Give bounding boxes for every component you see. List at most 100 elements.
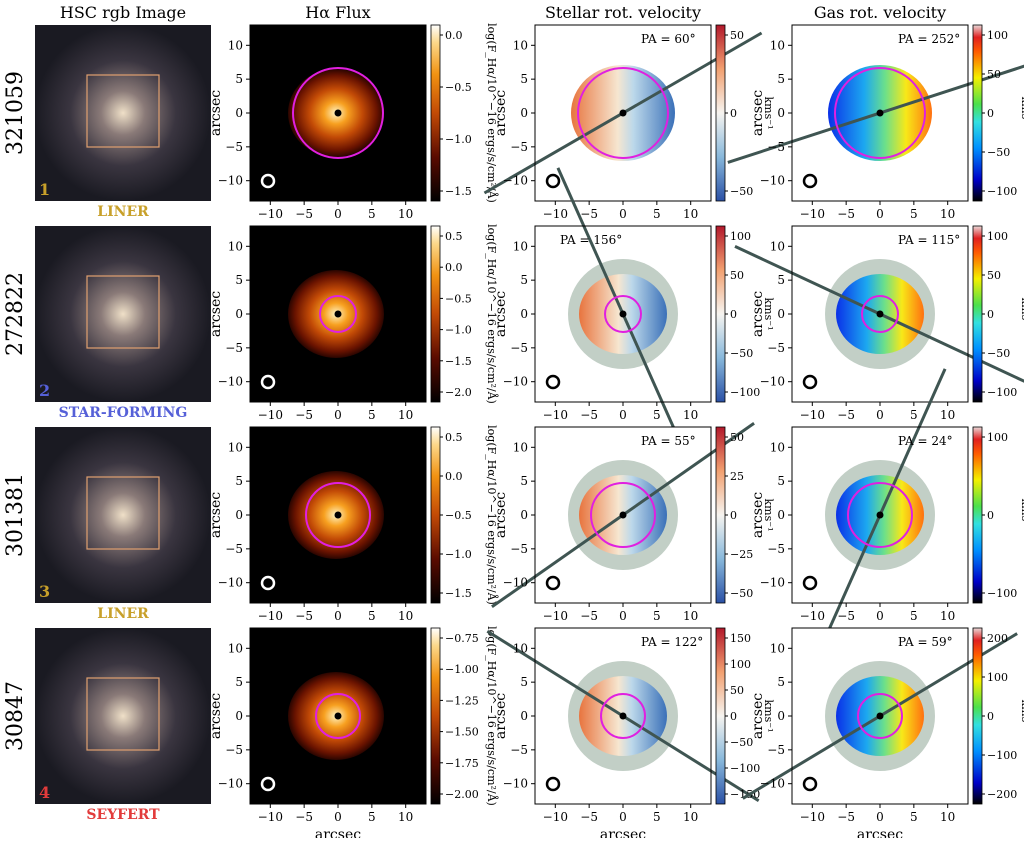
colorbar-tick-label: 50 bbox=[730, 431, 744, 444]
flux-panel: 10 5 0 −5 −10 −10 −5 0 5 10 arcsec 0.5 0.0 −0.5 −1.0 −1… bbox=[208, 224, 499, 422]
galaxy-number: 3 bbox=[39, 582, 50, 601]
psf-marker bbox=[802, 575, 818, 591]
colorbar-tick-label: 50 bbox=[987, 68, 1001, 81]
colorbar-tick-label: 50 bbox=[730, 29, 744, 42]
y-tick-label: 5 bbox=[235, 273, 243, 287]
colorbar bbox=[715, 426, 726, 604]
psf-marker bbox=[545, 776, 561, 792]
x-tick-label: 10 bbox=[940, 408, 955, 422]
x-tick-label: −10 bbox=[800, 609, 825, 623]
colorbar-tick-label: −0.5 bbox=[445, 292, 472, 305]
colorbar-tick-label: −1.5 bbox=[445, 185, 472, 198]
y-tick-label: 5 bbox=[235, 675, 243, 689]
x-tick-label: −10 bbox=[258, 810, 283, 824]
colorbar-tick-label: −100 bbox=[987, 386, 1017, 399]
center-marker bbox=[334, 511, 342, 519]
y-tick-label: −5 bbox=[767, 341, 785, 355]
psf-marker bbox=[260, 374, 276, 390]
classification-label: SEYFERT bbox=[86, 807, 160, 823]
colorbar-tick-label: 0.5 bbox=[445, 230, 463, 243]
colorbar bbox=[972, 627, 983, 805]
colorbar-tick-label: 0 bbox=[730, 710, 737, 723]
hsc-fov-box bbox=[86, 275, 160, 349]
aperture-circle bbox=[577, 67, 669, 159]
x-tick-label: 10 bbox=[940, 207, 955, 221]
colorbar-tick-label: −100 bbox=[730, 386, 760, 399]
colorbar-tick-label: 0.5 bbox=[445, 431, 463, 444]
y-tick-label: −10 bbox=[503, 576, 528, 590]
y-axis-label: arcsec bbox=[493, 492, 509, 538]
x-tick-label: 0 bbox=[619, 408, 627, 422]
column-title-hsc: HSC rgb Image bbox=[60, 3, 186, 22]
x-tick-label: 10 bbox=[940, 810, 955, 824]
gas-panel: PA = 59° 10 5 0 −5 −10 −10 −5 0 5 10 arcsec arcsec 20… bbox=[742, 627, 1024, 842]
colorbar-label: kms⁻¹ bbox=[1019, 298, 1024, 331]
aperture-circle bbox=[834, 67, 926, 159]
x-tick-label: 0 bbox=[619, 609, 627, 623]
position-angle-label: PA = 115° bbox=[898, 233, 960, 247]
y-tick-label: 10 bbox=[513, 440, 528, 454]
colorbar-label: kms⁻¹ bbox=[762, 700, 775, 733]
colorbar-tick-label: −100 bbox=[987, 749, 1017, 762]
colorbar-tick-label: 200 bbox=[987, 632, 1008, 645]
center-marker bbox=[619, 109, 627, 117]
colorbar-tick-label: −50 bbox=[730, 587, 753, 600]
y-tick-label: −5 bbox=[767, 542, 785, 556]
y-tick-label: 5 bbox=[777, 474, 785, 488]
hsc-fov-box bbox=[86, 74, 160, 148]
y-tick-label: −10 bbox=[218, 576, 243, 590]
x-tick-label: 0 bbox=[876, 609, 884, 623]
x-tick-label: −10 bbox=[543, 207, 568, 221]
y-tick-label: −5 bbox=[225, 743, 243, 757]
x-tick-label: −5 bbox=[295, 207, 313, 221]
y-tick-label: 10 bbox=[513, 38, 528, 52]
y-tick-label: −5 bbox=[510, 743, 528, 757]
aperture-circle bbox=[861, 295, 899, 333]
y-tick-label: 0 bbox=[520, 106, 528, 120]
colorbar-tick-label: 0 bbox=[987, 308, 994, 321]
colorbar-tick-label: −1.75 bbox=[445, 757, 479, 770]
colorbar-tick-label: 50 bbox=[730, 269, 744, 282]
colorbar-label: kms⁻¹ bbox=[1019, 499, 1024, 532]
galaxy-id-label: 301381 bbox=[3, 473, 28, 557]
x-tick-label: −5 bbox=[580, 408, 598, 422]
x-tick-label: −5 bbox=[837, 609, 855, 623]
y-axis-label: arcsec bbox=[493, 90, 509, 136]
hsc-fov-box bbox=[86, 677, 160, 751]
x-axis-label: arcsec bbox=[600, 827, 646, 838]
y-tick-label: 0 bbox=[520, 709, 528, 723]
colorbar-tick-label: −25 bbox=[730, 548, 753, 561]
x-tick-label: 5 bbox=[368, 207, 376, 221]
center-marker bbox=[876, 511, 884, 519]
colorbar-label: kms⁻¹ bbox=[762, 298, 775, 331]
x-tick-label: 10 bbox=[398, 609, 413, 623]
colorbar-tick-label: 0.0 bbox=[445, 470, 463, 483]
x-tick-label: 0 bbox=[334, 810, 342, 824]
y-tick-label: 5 bbox=[520, 273, 528, 287]
y-axis-label: arcsec bbox=[208, 291, 224, 337]
galaxy-number: 1 bbox=[39, 180, 50, 199]
x-tick-label: −5 bbox=[580, 810, 598, 824]
colorbar-tick-label: 100 bbox=[987, 230, 1008, 243]
aperture-circle bbox=[292, 67, 384, 159]
colorbar bbox=[972, 426, 983, 604]
colorbar bbox=[430, 627, 441, 805]
x-tick-label: −5 bbox=[837, 810, 855, 824]
colorbar-tick-label: 0 bbox=[987, 710, 994, 723]
colorbar-label: log(F_Hα/10^−16 ergs/s/cm²/Å) bbox=[485, 425, 499, 605]
hsc-fov-box bbox=[86, 476, 160, 550]
y-tick-label: −10 bbox=[218, 777, 243, 791]
y-tick-label: 10 bbox=[770, 38, 785, 52]
y-tick-label: 0 bbox=[235, 709, 243, 723]
y-tick-label: 0 bbox=[235, 508, 243, 522]
y-tick-label: −5 bbox=[510, 341, 528, 355]
y-tick-label: 0 bbox=[235, 106, 243, 120]
flux-panel: 10 5 0 −5 −10 −10 −5 0 5 10 arcsec 0.0 −0.5 −1.0 −1.5 l… bbox=[208, 23, 499, 221]
colorbar bbox=[430, 426, 441, 604]
x-tick-label: 10 bbox=[683, 810, 698, 824]
x-tick-label: 10 bbox=[683, 408, 698, 422]
colorbar bbox=[715, 24, 726, 202]
x-tick-label: 10 bbox=[940, 609, 955, 623]
